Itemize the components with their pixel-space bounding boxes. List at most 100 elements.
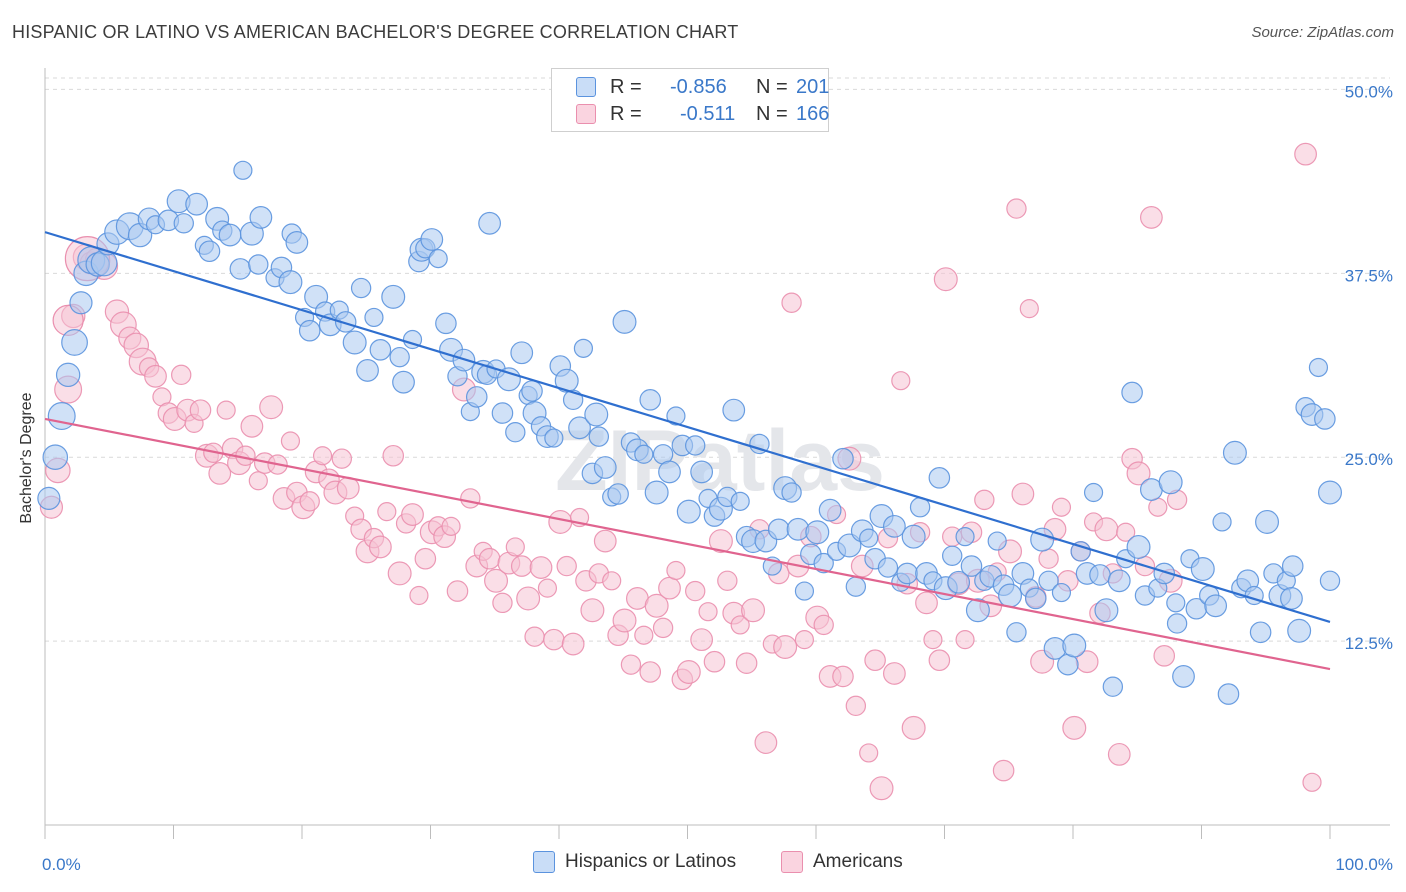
americans-point [658,576,681,600]
hispanics-point [1051,582,1072,603]
hispanics-point [521,380,543,402]
americans-point [441,516,461,536]
hispanics-point [730,491,750,511]
hispanics-point [248,254,269,275]
americans-point [460,488,481,509]
hispanics-point [389,346,410,368]
americans-point [144,364,167,388]
americans-point [492,592,513,614]
hispanics-point [901,524,926,549]
hispanics-point [749,433,770,455]
hispanics-point [465,386,488,408]
americans-point [1126,461,1151,486]
hispanics-point [198,240,221,263]
source-label: Source: ZipAtlas.com [1251,24,1394,41]
legend-label-americans: Americans [813,851,903,872]
americans-point [1062,715,1087,740]
americans-point [387,561,412,586]
hispanics-point [1083,482,1104,503]
americans-point [189,399,212,421]
hispanics-point [1319,570,1341,591]
americans-point [717,570,738,591]
hispanics-point [1166,593,1186,613]
hispanics-point [1190,557,1215,582]
hispanics-point [998,583,1023,608]
americans-point [259,395,284,420]
americans-point [773,634,798,659]
hispanics-point [505,422,526,443]
legend-r-value: -0.856 [670,75,727,98]
hispanics-point [233,160,253,180]
hispanics-point [942,545,963,566]
hispanics-point [955,527,975,547]
americans-point [690,628,714,652]
americans-point [543,628,565,651]
americans-point [1094,517,1119,542]
chart-title: HISPANIC OR LATINO VS AMERICAN BACHELOR'… [12,22,739,42]
americans-point [1153,645,1176,667]
americans-point [1019,299,1039,319]
hispanics-point [1280,587,1303,610]
hispanics-point [794,581,815,601]
americans-point [556,555,577,577]
americans-point [299,491,320,512]
americans-point [794,630,815,650]
americans-point [537,578,558,598]
hispanics-point [61,329,88,356]
hispanics-point [666,406,686,426]
americans-point [741,598,766,623]
hispanics-point [1102,676,1124,697]
hispanics-point [607,483,629,505]
americans-point [915,591,938,615]
americans-point [248,471,268,491]
hispanics-point [588,426,610,447]
hispanics-point [877,557,899,578]
hispanics-point [69,291,93,315]
americans-point [414,547,437,570]
hispanics-point [781,482,802,503]
americans-point [845,695,867,717]
hispanics-point [612,309,637,334]
y-tick-label: 12.5% [1345,634,1393,653]
americans-point [561,632,585,656]
hispanics-point [593,456,617,479]
americans-point [478,547,501,570]
americans-point [955,630,975,650]
hispanics-point [342,330,367,355]
americans-point [240,414,264,438]
trend-lines [44,231,1331,671]
x-tick-label: 0.0% [42,855,81,874]
americans-points [39,142,1322,801]
hispanics-point [1212,512,1232,532]
americans-point [864,649,886,672]
hispanics-point [392,370,415,394]
americans-point [368,535,392,559]
americans-point [612,608,637,633]
hispanics-point [42,444,69,471]
hispanics-point [896,562,919,585]
americans-point [1294,142,1317,166]
americans-point [1038,548,1059,569]
americans-point [377,502,397,522]
hispanics-point [1287,618,1312,643]
hispanics-point [218,223,242,247]
hispanics-point [356,359,379,382]
hispanics-point [1153,562,1176,585]
hispanics-point [478,211,502,235]
legend-item-hispanics[interactable]: Hispanics or Latinos [533,851,736,873]
hispanics-point [818,498,842,522]
americans-point [644,593,669,618]
hispanics-point [562,389,584,411]
legend-item-americans[interactable]: Americans [781,851,903,873]
hispanics-point [1217,683,1240,705]
hispanics-point [573,338,594,358]
hispanics-point [1121,381,1143,404]
legend-n-label: N = [756,102,788,125]
hispanics-point [928,467,951,489]
hispanics-point [960,555,983,577]
hispanics-point [639,389,662,411]
series-legend: Hispanics or Latinos Americans [0,851,1406,879]
y-tick-label: 50.0% [1345,82,1393,101]
legend-r-label: R = [610,75,642,98]
americans-point [446,580,469,602]
